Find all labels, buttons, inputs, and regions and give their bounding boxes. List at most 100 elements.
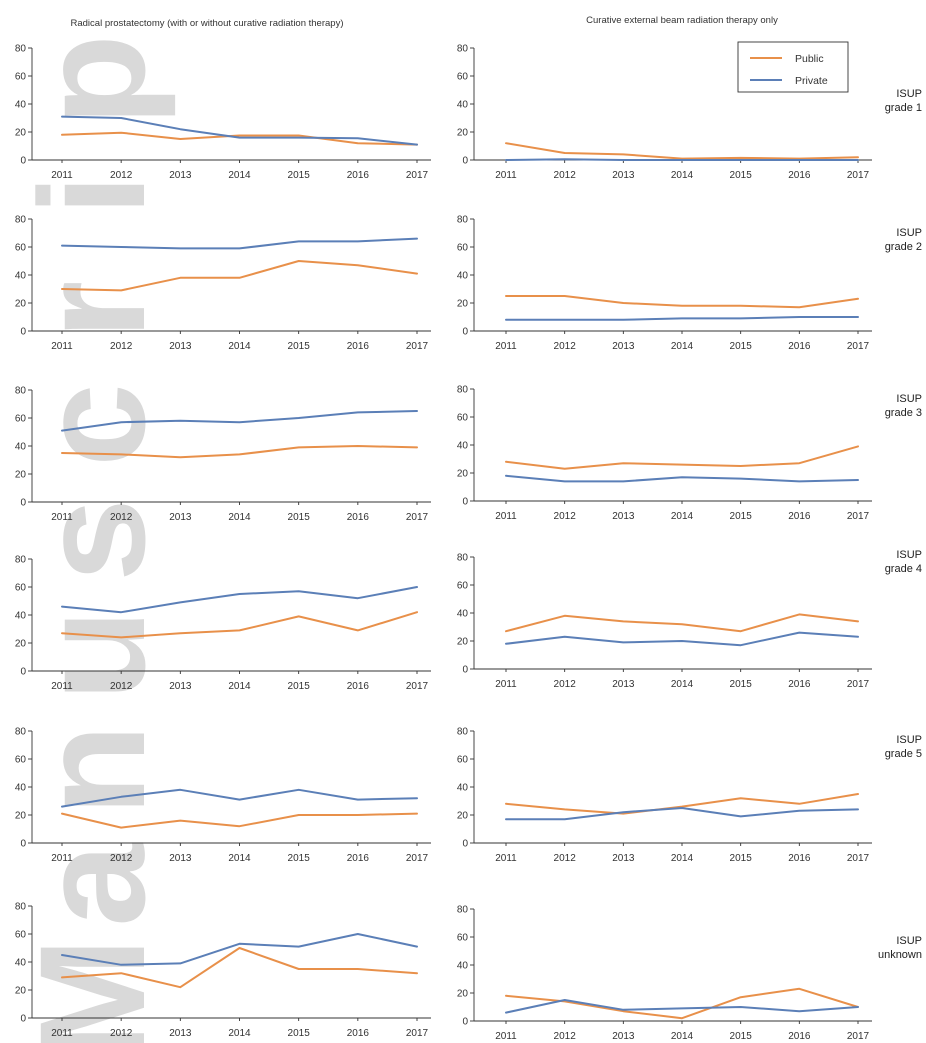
row-label: ISUP [896,734,922,746]
right-column-title: Curative external beam radiation therapy… [586,15,778,26]
x-tick-label: 2013 [169,170,192,181]
x-tick-label: 2016 [347,512,370,523]
y-tick-label: 20 [457,989,469,1000]
x-tick-label: 2013 [612,341,635,352]
y-tick-label: 0 [462,839,468,850]
y-tick-label: 60 [457,72,469,83]
x-tick-label: 2011 [51,1028,73,1039]
x-tick-label: 2015 [730,341,753,352]
y-tick-label: 80 [457,905,469,916]
series-line-public [505,987,859,1020]
y-tick-label: 80 [15,215,27,226]
x-tick-label: 2014 [228,512,251,523]
legend-label: Private [795,75,828,87]
chart-panel: 0 20 40 60 80 2011 2012 2013 2014 2015 2016 2017 [15,386,431,523]
y-tick-label: 60 [457,413,469,424]
chart-panel: 0 20 40 60 80 2011 2012 2013 2014 2015 2016 2017 ISU… [457,44,922,182]
y-tick-label: 60 [15,583,27,594]
x-tick-label: 2017 [406,512,429,523]
chart-panel: 0 20 40 60 80 2011 2012 2013 2014 2015 2016 2017 ISU… [457,549,922,690]
x-tick-label: 2012 [554,853,577,864]
x-tick-label: 2016 [788,341,811,352]
series-line-public [61,812,418,829]
x-tick-label: 2011 [495,853,517,864]
row-label: grade 5 [885,748,922,760]
x-tick-label: 2013 [169,853,192,864]
chart-panel: 0 20 40 60 80 2011 2012 2013 2014 2015 2016 2017 [15,44,431,181]
x-tick-label: 2017 [406,1028,429,1039]
y-tick-label: 20 [457,128,469,139]
row-label: ISUP [896,935,922,947]
x-tick-label: 2014 [228,853,251,864]
series-line-private [505,631,859,647]
x-tick-label: 2013 [612,679,635,690]
x-tick-label: 2017 [847,341,870,352]
series-line-private [505,999,859,1014]
y-tick-label: 80 [457,385,469,396]
y-tick-label: 40 [457,441,469,452]
watermark-letter: u [8,609,176,701]
y-tick-label: 0 [462,327,468,338]
y-tick-label: 80 [15,727,27,738]
y-tick-label: 60 [457,755,469,766]
y-tick-label: 0 [462,665,468,676]
y-tick-label: 0 [20,1014,26,1025]
x-tick-label: 2013 [612,1031,635,1042]
x-tick-label: 2015 [288,1028,311,1039]
y-tick-label: 40 [457,609,469,620]
y-tick-label: 0 [462,1017,468,1028]
x-tick-label: 2014 [228,1028,251,1039]
row-label: ISUP [896,549,922,561]
y-tick-label: 40 [457,100,469,111]
y-tick-label: 0 [20,839,26,850]
x-tick-label: 2015 [730,511,753,522]
y-tick-label: 20 [15,299,27,310]
y-tick-label: 20 [457,469,469,480]
x-tick-label: 2015 [288,341,311,352]
x-tick-label: 2016 [347,170,370,181]
y-tick-label: 40 [15,271,27,282]
x-tick-label: 2011 [495,679,517,690]
x-tick-label: 2011 [51,681,73,692]
x-tick-label: 2016 [788,853,811,864]
x-tick-label: 2012 [110,512,133,523]
row-label: unknown [878,949,922,961]
legend: Public Private [737,41,849,93]
y-tick-label: 20 [15,470,27,481]
x-tick-label: 2011 [495,511,517,522]
series-line-private [61,115,418,146]
series-line-private [61,410,418,432]
x-tick-label: 2012 [554,1031,577,1042]
x-tick-label: 2013 [612,170,635,181]
series-line-public [505,445,859,470]
y-tick-label: 20 [15,811,27,822]
row-label: grade 3 [885,407,922,419]
y-tick-label: 60 [457,243,469,254]
y-tick-label: 0 [20,667,26,678]
row-label: grade 1 [885,102,922,114]
series-line-private [505,474,859,483]
watermark-letter: p [8,34,176,126]
y-tick-label: 0 [20,498,26,509]
x-tick-label: 2015 [730,679,753,690]
panels: 0 20 40 60 80 2011 2012 2013 2014 2015 2016 2017 0 20… [15,44,922,1043]
watermark-letter: n [8,724,176,816]
x-tick-label: 2014 [671,679,694,690]
x-tick-label: 2016 [788,511,811,522]
y-tick-label: 60 [15,243,27,254]
row-label: ISUP [896,393,922,405]
series-line-public [505,613,859,633]
y-tick-label: 40 [15,100,27,111]
x-tick-label: 2015 [288,853,311,864]
x-tick-label: 2012 [554,511,577,522]
x-tick-label: 2017 [847,1031,870,1042]
chart-panel: 0 20 40 60 80 2011 2012 2013 2014 2015 2016 2017 ISU… [457,727,922,865]
y-tick-label: 80 [15,555,27,566]
x-tick-label: 2017 [847,679,870,690]
series-line-public [505,793,859,815]
x-tick-label: 2014 [671,341,694,352]
x-tick-label: 2016 [347,853,370,864]
chart-panel: 0 20 40 60 80 2011 2012 2013 2014 2015 2016 2017 [15,555,431,692]
watermark-letter: i [8,174,176,216]
